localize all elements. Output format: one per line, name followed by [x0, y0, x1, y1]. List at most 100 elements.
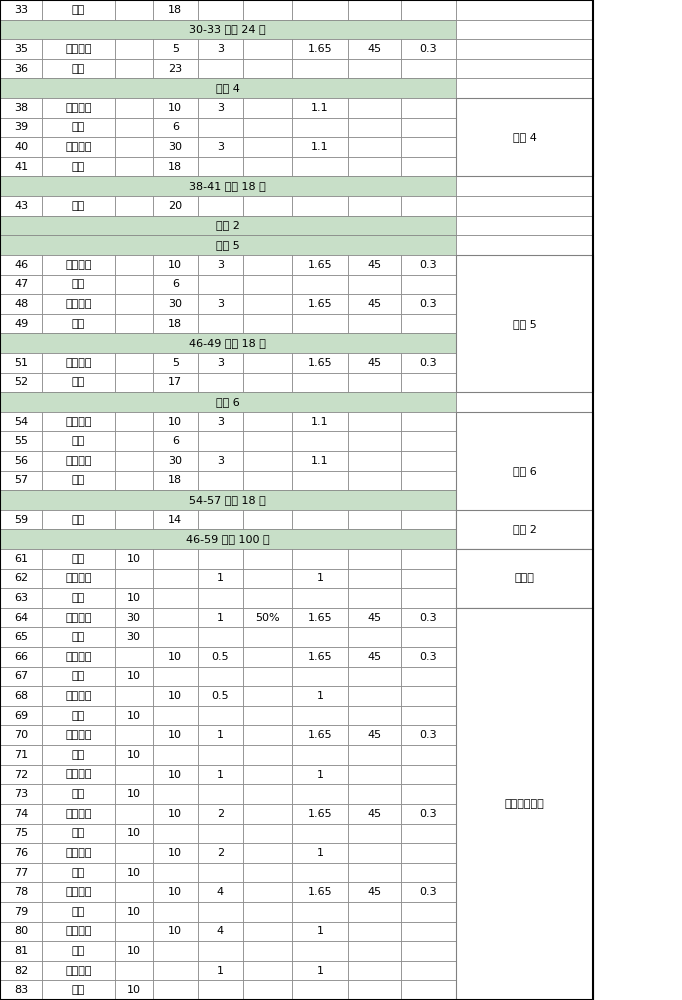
Bar [456, 59, 593, 78]
Text: 3: 3 [217, 417, 224, 427]
Bar [456, 157, 593, 176]
Bar [0, 490, 456, 510]
Bar [115, 451, 153, 471]
Bar [198, 157, 243, 176]
Bar [0, 804, 42, 824]
Bar [0, 118, 42, 137]
Bar [198, 353, 243, 373]
Bar [153, 549, 198, 569]
Bar [348, 294, 401, 314]
Text: 循环 2: 循环 2 [216, 220, 240, 230]
Bar [115, 510, 153, 529]
Text: 30: 30 [168, 299, 182, 309]
Bar [456, 961, 593, 980]
Bar [292, 667, 348, 686]
Bar [401, 627, 456, 647]
Text: 5: 5 [172, 358, 179, 368]
Bar [198, 255, 243, 275]
Bar [198, 608, 243, 627]
Text: 20: 20 [168, 201, 182, 211]
Bar [292, 275, 348, 294]
Text: 搞置: 搞置 [72, 162, 85, 172]
Bar [401, 686, 456, 706]
Bar [401, 39, 456, 59]
Text: 10: 10 [168, 926, 182, 936]
Text: 45: 45 [368, 652, 381, 662]
Text: 14: 14 [168, 515, 182, 525]
Bar [153, 569, 198, 588]
Bar [292, 882, 348, 902]
Text: 83: 83 [14, 985, 28, 995]
Bar [0, 529, 456, 549]
Text: 搞置: 搞置 [72, 671, 85, 681]
Bar [42, 59, 115, 78]
Bar [42, 725, 115, 745]
Text: 0.3: 0.3 [419, 887, 437, 897]
Text: 10: 10 [168, 848, 182, 858]
Bar [0, 78, 456, 98]
Bar [401, 294, 456, 314]
Bar [456, 255, 593, 275]
Bar [115, 196, 153, 216]
Bar [401, 667, 456, 686]
Bar [153, 980, 198, 1000]
Bar [198, 0, 243, 20]
Bar [42, 196, 115, 216]
Bar [153, 902, 198, 922]
Bar [456, 392, 593, 412]
Bar [42, 804, 115, 824]
Bar [348, 941, 401, 961]
Text: 10: 10 [127, 985, 140, 995]
Bar [292, 569, 348, 588]
Bar [292, 471, 348, 490]
Bar [243, 725, 292, 745]
Text: 搞置: 搞置 [72, 5, 85, 15]
Text: 49: 49 [14, 319, 28, 329]
Text: 0.3: 0.3 [419, 260, 437, 270]
Text: 17: 17 [168, 377, 182, 387]
Bar [243, 510, 292, 529]
Bar [153, 471, 198, 490]
Text: 6: 6 [172, 122, 179, 132]
Bar [153, 353, 198, 373]
Bar [0, 137, 42, 157]
Bar [198, 922, 243, 941]
Bar [0, 294, 42, 314]
Text: 搞置: 搞置 [72, 64, 85, 74]
Text: 52: 52 [14, 377, 28, 387]
Text: 循环 6: 循环 6 [513, 466, 536, 476]
Bar [0, 98, 42, 118]
Bar [0, 843, 42, 863]
Bar [292, 706, 348, 725]
Bar [153, 647, 198, 667]
Bar [292, 980, 348, 1000]
Bar [243, 902, 292, 922]
Text: 18: 18 [168, 5, 182, 15]
Text: 循环 4: 循环 4 [216, 83, 240, 93]
Text: 64: 64 [14, 613, 28, 623]
Bar [198, 294, 243, 314]
Bar [348, 765, 401, 784]
Text: 54-57 循环 18 次: 54-57 循环 18 次 [190, 495, 266, 505]
Bar [292, 255, 348, 275]
Bar [456, 255, 593, 392]
Bar [243, 922, 292, 941]
Bar [401, 412, 456, 431]
Bar [456, 510, 593, 529]
Bar [456, 412, 593, 529]
Text: 10: 10 [168, 770, 182, 780]
Bar [42, 549, 115, 569]
Bar [348, 784, 401, 804]
Text: 10: 10 [127, 711, 140, 721]
Bar [243, 765, 292, 784]
Text: 恒流充电: 恒流充电 [65, 299, 91, 309]
Text: 45: 45 [368, 730, 381, 740]
Bar [198, 824, 243, 843]
Text: 10: 10 [168, 730, 182, 740]
Bar [401, 157, 456, 176]
Bar [348, 451, 401, 471]
Bar [115, 59, 153, 78]
Text: 1: 1 [316, 573, 323, 583]
Bar [292, 824, 348, 843]
Text: 18: 18 [168, 162, 182, 172]
